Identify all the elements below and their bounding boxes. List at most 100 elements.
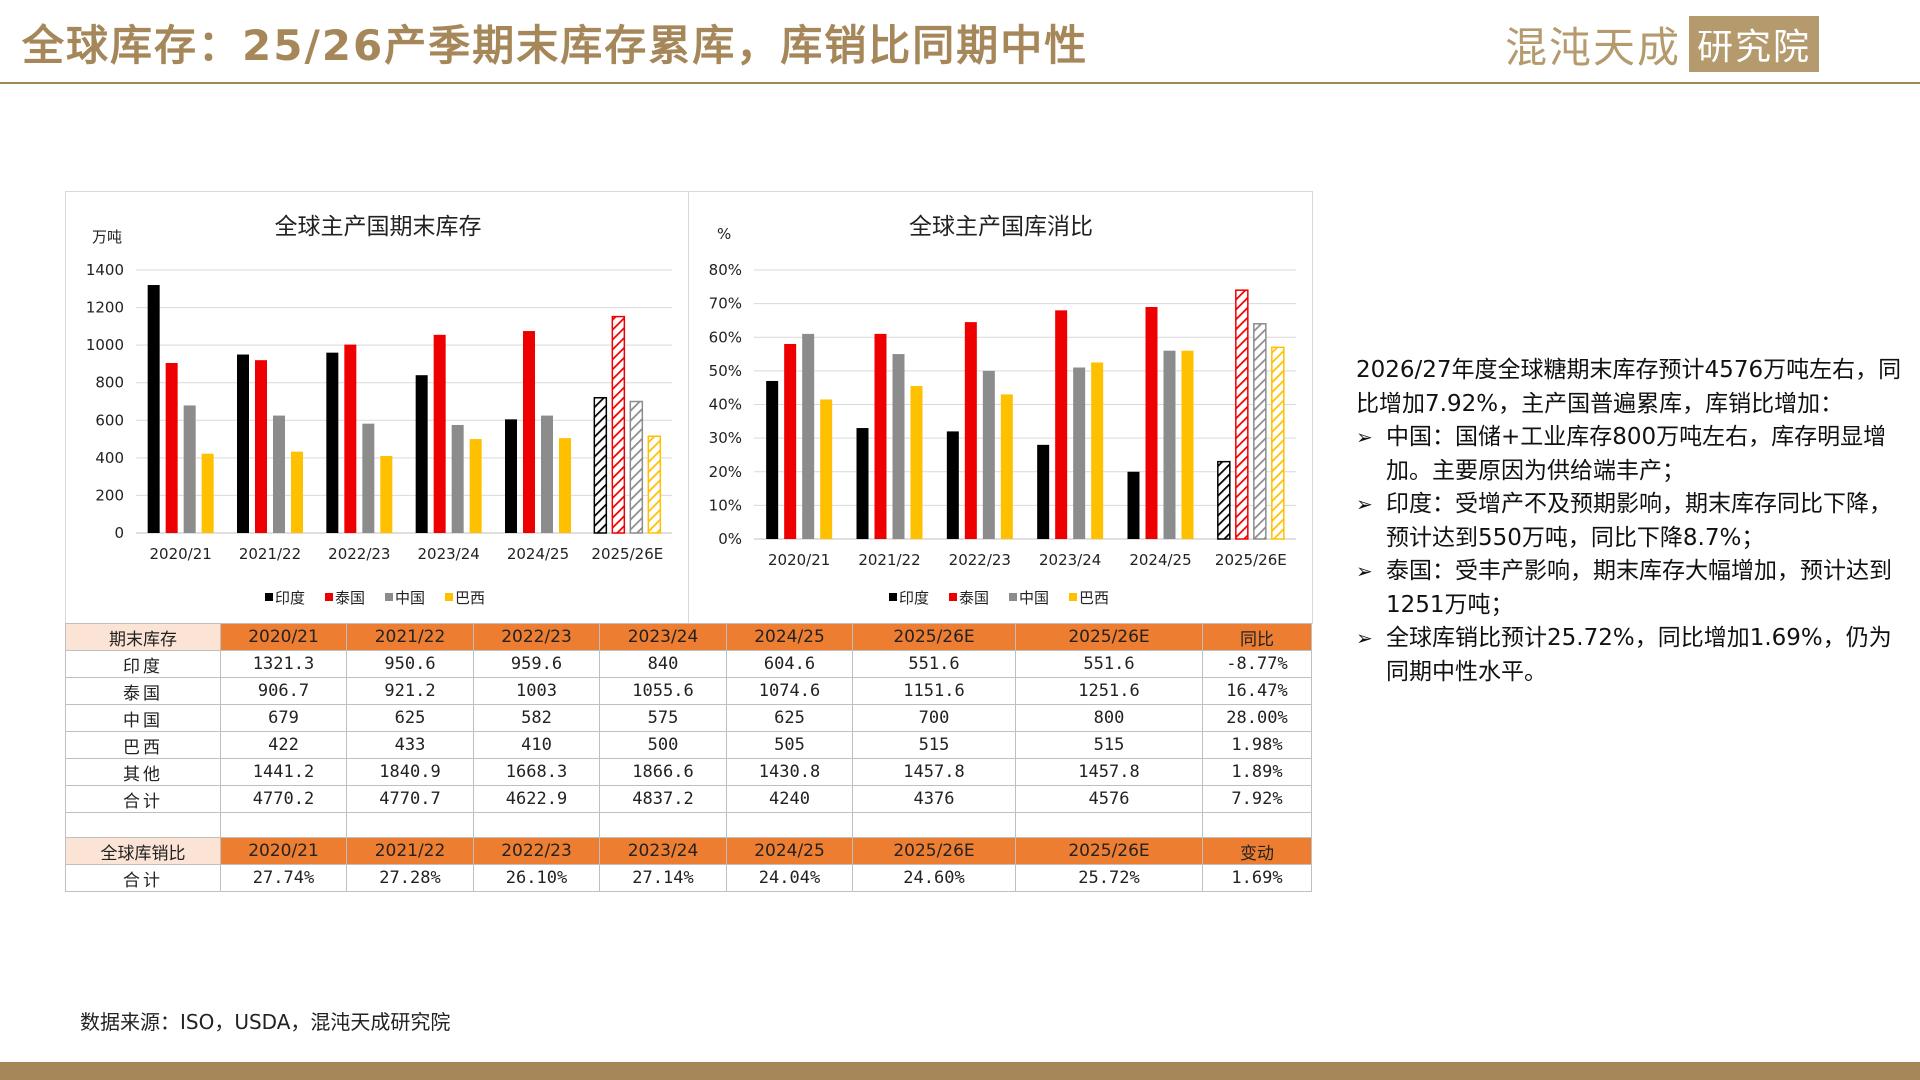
notes-bullet: ➢ 中国：国储+工业库存800万吨左右，库存明显增加。主要原因为供给端丰产； (1356, 421, 1906, 488)
table-cell: 551.6 (1015, 650, 1203, 678)
logo-seal: 研究院 (1689, 16, 1820, 72)
legend-swatch (1009, 593, 1017, 601)
legend-label: 泰国 (335, 589, 365, 607)
x-tick-label: 2025/26E (1215, 551, 1287, 569)
bar (1163, 350, 1176, 539)
bar (1235, 289, 1249, 540)
source-note: 数据来源：ISO，USDA，混沌天成研究院 (80, 1010, 451, 1034)
table-cell: 4770.7 (346, 785, 474, 813)
x-tick-label: 2020/21 (768, 551, 830, 569)
table-cell: 4770.2 (220, 785, 347, 813)
y-tick-label: 40% (709, 396, 742, 414)
table-row-label (65, 812, 221, 838)
table-row: 合计 4770.2 4770.7 4622.9 4837.2 4240 4376 4576 7.… (65, 785, 1312, 813)
legend-label: 印度 (275, 589, 305, 607)
table-spacer-row (65, 812, 1312, 838)
y-tick-label: 1400 (86, 261, 124, 279)
y-tick-label: 10% (709, 496, 742, 514)
table-cell: 1151.6 (852, 677, 1016, 705)
table-row-label: 合计 (65, 785, 221, 813)
arrow-bullet-icon: ➢ (1356, 492, 1373, 516)
table-cell: 1003 (473, 677, 600, 705)
bar (1271, 346, 1285, 540)
table-cell: 1441.2 (220, 758, 347, 786)
bar (183, 405, 196, 533)
y-tick-label: 0% (718, 530, 742, 548)
table-row-label: 其他 (65, 758, 221, 786)
table-row: 泰国 906.7 921.2 1003 1055.6 1074.6 1151.6 1251.6… (65, 677, 1312, 705)
x-tick-label: 2024/25 (507, 545, 569, 563)
table-cell (473, 812, 600, 838)
table-cell: 625 (346, 704, 474, 732)
y-tick-label: 30% (709, 429, 742, 447)
table-cell: 1.98% (1202, 731, 1312, 759)
table-header-cell: 2025/26E (1015, 623, 1203, 651)
legend-label: 中国 (1019, 589, 1049, 607)
table-header-cell: 2025/26E (852, 837, 1016, 865)
x-tick-label: 2022/23 (949, 551, 1011, 569)
bar (784, 343, 797, 539)
table-header-cell: 2024/25 (726, 623, 853, 651)
table-header-cell: 2020/21 (220, 837, 347, 865)
bar (856, 428, 869, 539)
table-cell: 4837.2 (599, 785, 727, 813)
table-cell: 505 (726, 731, 853, 759)
legend-swatch (889, 593, 897, 601)
bar (237, 354, 249, 533)
table-header-label: 全球库销比 (65, 837, 221, 865)
x-tick-label: 2023/24 (1039, 551, 1101, 569)
chart-title: 全球主产国期末库存 (275, 214, 482, 240)
table-cell: 959.6 (473, 650, 600, 678)
logo-text: 混沌天成 (1505, 22, 1682, 72)
bar (201, 453, 214, 533)
table-cell: 679 (220, 704, 347, 732)
bar (165, 362, 178, 533)
table-header-row: 全球库销比 2020/21 2021/22 2022/23 2023/24 2024/25… (65, 837, 1312, 865)
table-header-cell: 2023/24 (599, 623, 727, 651)
table-header-cell: 2022/23 (473, 837, 600, 865)
inventory-table: 期末库存 2020/21 2021/22 2022/23 2023/24 2024/25 2… (65, 623, 1312, 892)
table-header-cell: 变动 (1202, 837, 1312, 865)
table-row: 中国 679 625 582 575 625 700 800 28.00% (65, 704, 1312, 732)
bar (910, 386, 923, 539)
table-cell: 625 (726, 704, 853, 732)
table-header-cell: 2021/22 (346, 623, 474, 651)
table-cell: 4240 (726, 785, 853, 813)
legend-swatch (385, 593, 393, 601)
x-tick-label: 2021/22 (858, 551, 920, 569)
table-cell: 4576 (1015, 785, 1203, 813)
bar (1073, 367, 1086, 539)
notes-bullet: ➢ 泰国：受丰产影响，期末库存大幅增加，预计达到1251万吨； (1356, 555, 1906, 622)
table-cell (1015, 812, 1203, 838)
bar (629, 400, 644, 534)
x-tick-label: 2022/23 (328, 545, 390, 563)
table-cell (726, 812, 853, 838)
bar (559, 438, 571, 533)
legend-swatch (325, 593, 333, 601)
table-cell: 1055.6 (599, 677, 727, 705)
table-cell: 551.6 (852, 650, 1016, 678)
table-cell: -8.77% (1202, 650, 1312, 678)
axis-unit-label: 万吨 (92, 228, 122, 246)
bar (892, 354, 905, 539)
bar (326, 352, 339, 533)
x-tick-label: 2024/25 (1129, 551, 1191, 569)
y-tick-label: 60% (709, 328, 742, 346)
bar (362, 423, 375, 533)
stock-ratio-chart-panel: 全球主产国库消比% 0% 10% 20% 30% 40% 50% 60% 70% 80% 2020/… (688, 191, 1313, 624)
bar (433, 334, 446, 533)
table-row: 印度 1321.3 950.6 959.6 840 604.6 551.6 551.6 -8.7… (65, 650, 1312, 678)
arrow-bullet-icon: ➢ (1356, 425, 1373, 449)
page-title: 全球库存：25/26产季期末库存累库，库销比同期中性 (22, 21, 1089, 70)
bar (415, 375, 428, 533)
table-cell (599, 812, 727, 838)
legend-swatch (265, 593, 273, 601)
y-tick-label: 400 (95, 449, 124, 467)
table-cell: 4622.9 (473, 785, 600, 813)
table-row: 巴西 422 433 410 500 505 515 515 1.98% (65, 731, 1312, 759)
table-cell: 500 (599, 731, 727, 759)
header-divider (0, 82, 1920, 84)
logo: 混沌天成 研究院 (1505, 16, 1820, 72)
table-header-label: 期末库存 (65, 623, 221, 651)
table-header-cell: 2025/26E (852, 623, 1016, 651)
